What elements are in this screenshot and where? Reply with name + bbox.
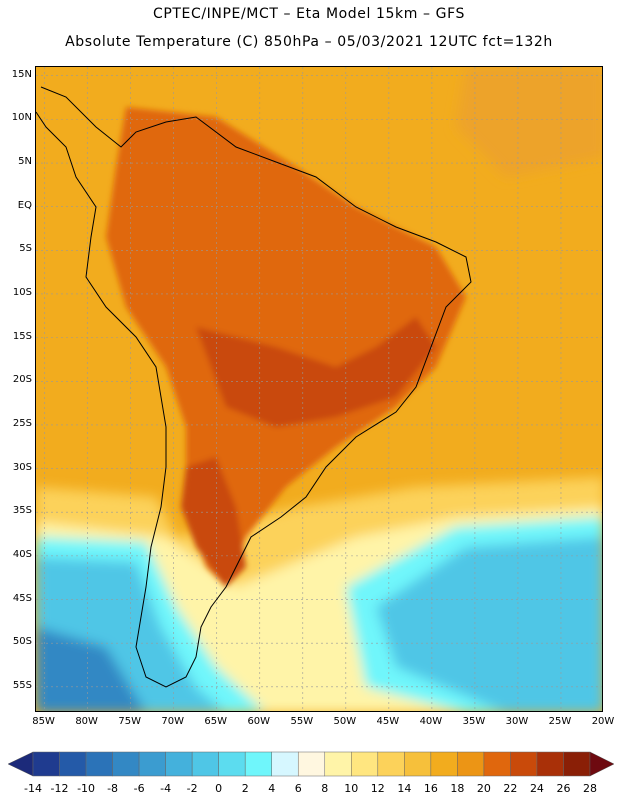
colorbar-swatch (32, 751, 60, 777)
colorbar-swatch (271, 751, 299, 777)
colorbar-tick-label: 4 (268, 782, 276, 795)
colorbar-tick-label: 10 (344, 782, 359, 795)
colorbar-tick-label: -6 (133, 782, 145, 795)
coastline (36, 86, 472, 688)
lat-tick-label: EQ (17, 199, 32, 211)
lon-tick-label: 75W (118, 716, 141, 727)
colorbar-swatch (377, 751, 405, 777)
lon-tick-label: 70W (161, 716, 184, 727)
lat-tick-label: 50S (12, 636, 32, 648)
lat-tick-label: 10S (12, 286, 32, 298)
lat-tick-label: 5N (18, 156, 32, 168)
colorbar-swatch (112, 751, 140, 777)
colorbar-swatch (59, 751, 87, 777)
lon-tick-label: 55W (290, 716, 314, 727)
colorbar-tick-label: 0 (215, 782, 223, 795)
lon-tick-label: 35W (462, 716, 486, 727)
lat-tick-label: 15N (11, 68, 32, 80)
colorbar-swatch (351, 751, 379, 777)
colorbar-low-arrow (7, 751, 34, 777)
lon-tick-label: 50W (333, 716, 357, 727)
colorbar-tick-label: 12 (370, 782, 385, 795)
colorbar-tick-label: 26 (556, 782, 571, 795)
lon-tick-label: 45W (376, 716, 400, 727)
colorbar-swatch (191, 751, 219, 777)
colorbar-tick-label: 28 (583, 782, 597, 795)
lat-tick-label: 15S (12, 330, 32, 342)
temperature-map (36, 67, 602, 711)
lon-tick-label: 65W (204, 716, 228, 727)
lon-tick-label: 80W (75, 716, 98, 727)
field-north-atlantic (456, 67, 602, 177)
lat-tick-label: 55S (12, 679, 32, 691)
lat-tick-label: 10N (11, 112, 32, 124)
colorbar-tick-label: -8 (107, 782, 119, 795)
colorbar-tick-label: -4 (160, 782, 172, 795)
color-scale-bar (7, 751, 615, 777)
colorbar-swatch (536, 751, 564, 777)
lat-tick-label: 25S (12, 417, 32, 429)
colorbar-tick-label: 6 (294, 782, 302, 795)
colorbar-tick-label: -10 (77, 782, 96, 795)
colorbar-tick-label: 2 (241, 782, 249, 795)
colorbar-swatch (457, 751, 485, 777)
colorbar-swatch (510, 751, 538, 777)
colorbar-swatch (404, 751, 432, 777)
lon-tick-label: 40W (419, 716, 443, 727)
lon-tick-label: 25W (548, 716, 572, 727)
colorbar-swatch (563, 751, 591, 777)
colorbar-swatch (138, 751, 166, 777)
lon-tick-label: 20W (591, 716, 615, 727)
colorbar-swatch (483, 751, 511, 777)
colorbar-high-arrow (589, 751, 615, 777)
lat-tick-label: 40S (12, 548, 32, 560)
colorbar-swatch (430, 751, 458, 777)
colorbar-swatch (297, 751, 326, 777)
lon-tick-label: 60W (247, 716, 271, 727)
colorbar-tick-label: 24 (529, 782, 544, 795)
colorbar-tick-label: -14 (24, 782, 42, 795)
colorbar-tick-label: 22 (503, 782, 518, 795)
colorbar-tick-label: 16 (423, 782, 438, 795)
colorbar-swatch (218, 751, 246, 777)
field-very-cold (36, 627, 145, 711)
field-patagonia-hot (181, 457, 246, 587)
colorbar-swatch (85, 751, 113, 777)
map-frame[interactable] (35, 66, 603, 712)
colorbar-tick-label: 18 (450, 782, 465, 795)
lat-tick-label: 30S (12, 461, 32, 473)
colorbar-swatch (165, 751, 193, 777)
lat-tick-label: 35S (12, 505, 32, 517)
lat-tick-label: 20S (12, 374, 32, 386)
colorbar-tick-label: -12 (50, 782, 69, 795)
colorbar-swatch (244, 751, 272, 777)
field-land-very-hot (196, 317, 436, 427)
colorbar-tick-label: 20 (476, 782, 491, 795)
colorbar-swatch (324, 751, 352, 777)
colorbar-tick-label: 14 (397, 782, 412, 795)
title-line-2: Absolute Temperature (C) 850hPa – 05/03/… (65, 34, 553, 50)
field-cold-atlantic (376, 537, 602, 711)
title-line-1: CPTEC/INPE/MCT – Eta Model 15km – GFS (152, 6, 466, 22)
lon-tick-label: 85W (32, 716, 55, 727)
lat-tick-label: 5S (19, 243, 32, 255)
colorbar-tick-label: 8 (321, 782, 329, 795)
colorbar-tick-label: -2 (186, 782, 198, 795)
lon-tick-label: 30W (505, 716, 529, 727)
lat-tick-label: 45S (12, 592, 32, 604)
